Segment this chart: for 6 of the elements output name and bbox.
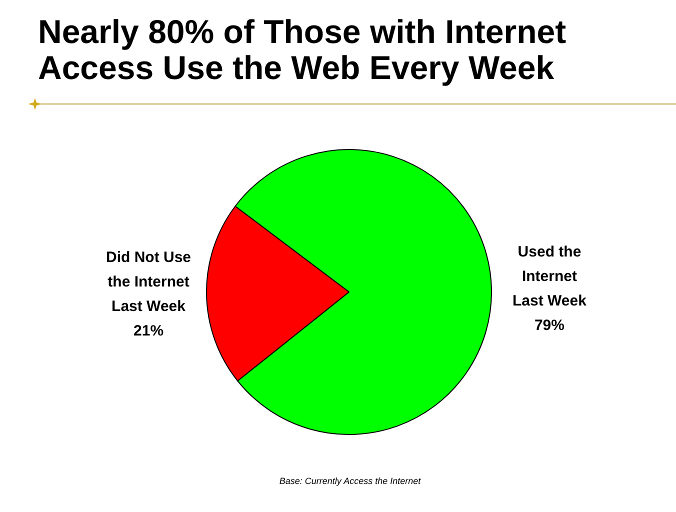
text: Base: Currently Access the Internet [278, 476, 422, 486]
chart-title: Nearly 80% of Those with Internet Access Use the Web Every Week [38, 13, 568, 86]
data-label: 21% [134, 322, 164, 340]
data-label: 79% [534, 317, 564, 334]
slice-label: Used the Internet Last Week [512, 244, 588, 310]
slice-label: Did Not Use the Internet Last Week [106, 249, 192, 316]
